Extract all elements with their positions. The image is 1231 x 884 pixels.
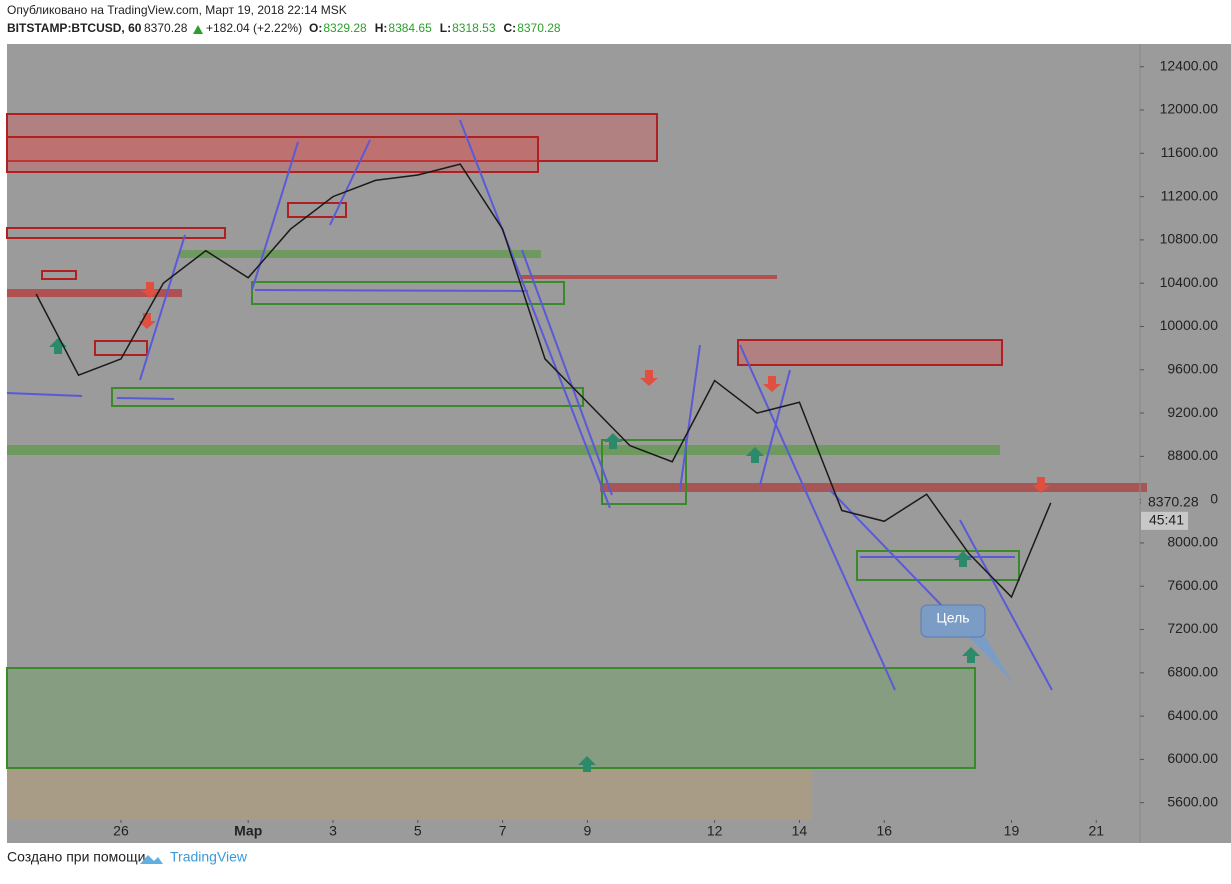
x-tick-label: 12 [707, 823, 723, 839]
x-tick-label: 14 [792, 823, 808, 839]
annotation: Цель [936, 610, 969, 626]
x-axis [7, 820, 1140, 843]
y-tick-label: 6400.00 [1167, 707, 1218, 723]
published: Опубликовано на TradingView.com, Март 19… [7, 3, 347, 17]
y-tick-label: 8000.00 [1167, 534, 1218, 550]
countdown: 45:41 [1149, 512, 1184, 528]
y-tick-label: 8800.00 [1167, 447, 1218, 463]
plot-area [7, 44, 1231, 843]
y-tick-label: 6000.00 [1167, 750, 1218, 766]
y-tick-label: 10800.00 [1160, 231, 1219, 247]
x-tick-label: 19 [1004, 823, 1020, 839]
ohlc-value: 8370.28 [517, 21, 561, 35]
y-tick-label: 9600.00 [1167, 360, 1218, 376]
x-tick-label: 5 [414, 823, 422, 839]
y-tick-label: 6800.00 [1167, 664, 1218, 680]
symbol: BITSTAMP:BTCUSD, 60 [7, 21, 142, 35]
x-tick-label: 7 [499, 823, 507, 839]
y-tick-label: 10000.00 [1160, 317, 1219, 333]
ohlc-label: C: [504, 21, 517, 35]
last-price-badge [1141, 493, 1211, 512]
x-tick-label: Мар [234, 823, 262, 839]
ohlc-value: 8318.53 [452, 21, 496, 35]
ohlc-label: L: [440, 21, 451, 35]
x-tick-label: 26 [113, 823, 129, 839]
y-tick-label: 7200.00 [1167, 620, 1218, 636]
ohlc-value: 8384.65 [388, 21, 432, 35]
y-tick-label: 5600.00 [1167, 793, 1218, 809]
logo [140, 855, 163, 864]
trend-lines [6, 119, 1053, 691]
last-price-label: 8370.28 [1148, 494, 1199, 510]
y-tick-label: 11200.00 [1161, 187, 1219, 203]
x-tick-label: 9 [584, 823, 592, 839]
callout: Цель [920, 604, 1012, 682]
ohlc-label: O: [309, 21, 322, 35]
change: +182.04 (+2.22%) [206, 21, 302, 35]
zones [6, 113, 1147, 820]
y-tick-label: 12400.00 [1160, 57, 1219, 73]
ohlc-value: 8329.28 [323, 21, 367, 35]
last-price: 8370.28 [144, 21, 188, 35]
ohlc: O: 8329.28 H: 8384.65 L: 8318.53 C: 8370.28 [309, 21, 561, 35]
price-line [35, 163, 1052, 599]
signal-arrows [49, 282, 1050, 772]
y-tick-label: 9200.00 [1167, 404, 1218, 420]
x-tick-label: 21 [1088, 823, 1104, 839]
up-icon [193, 25, 203, 34]
footer-text: Создано при помощи [7, 849, 145, 865]
footer-brand[interactable]: TradingView [170, 849, 248, 865]
y-tick-label: 11600.00 [1161, 144, 1219, 160]
x-tick-label: 3 [329, 823, 337, 839]
y-tick-label: 12000.00 [1160, 101, 1219, 117]
ohlc-label: H: [375, 21, 388, 35]
x-tick-label: 16 [876, 823, 892, 839]
countdown-badge [1141, 511, 1188, 530]
y-tick-label: 10400.00 [1160, 274, 1219, 290]
y-tick-label: 7600.00 [1167, 577, 1218, 593]
